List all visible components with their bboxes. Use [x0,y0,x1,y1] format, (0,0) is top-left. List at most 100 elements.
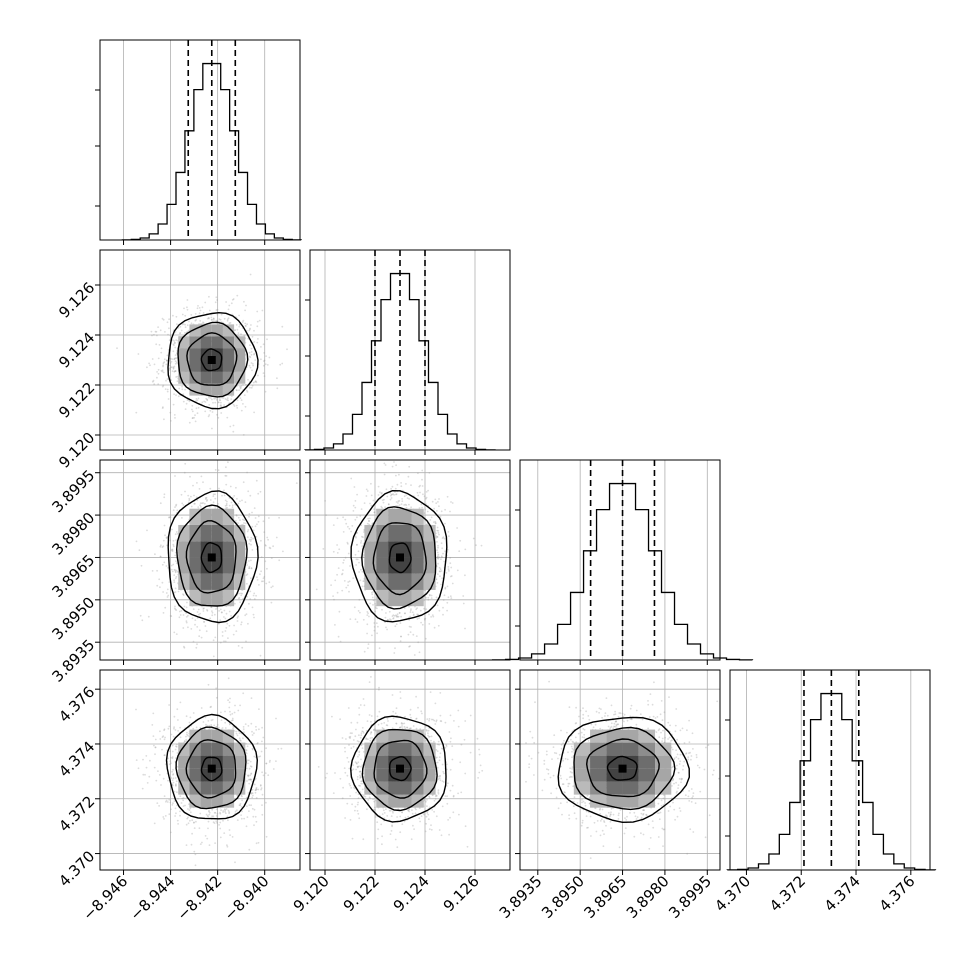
sample-point [358,598,361,601]
sample-point [149,759,151,762]
sample-point [241,810,244,813]
sample-point [248,602,250,605]
sample-point [354,518,357,521]
sample-point [248,560,250,562]
sample-point [215,608,217,610]
sample-point [153,363,156,366]
sample-point [421,623,424,626]
sample-point [354,506,357,509]
sample-point [163,561,166,564]
sample-point [262,736,265,739]
sample-point [235,519,237,522]
sample-point [235,630,238,632]
sample-point [400,635,402,638]
sample-point [233,405,236,407]
sample-point [239,387,242,390]
sample-point [185,606,188,609]
sample-point [247,378,249,381]
sample-point [214,401,217,404]
sample-point [250,386,253,389]
sample-point [254,791,257,794]
density-cell [211,383,223,396]
sample-point [373,508,375,511]
sample-point [188,421,191,424]
sample-point [361,570,364,573]
sample-point [256,341,259,344]
sample-point [250,577,252,580]
sample-point [412,633,415,636]
sample-point [342,561,345,564]
sample-point [184,332,186,334]
sample-point [251,384,254,387]
sample-point [141,619,144,622]
sample-point [160,347,163,350]
sample-point [338,548,341,551]
density-cell [189,371,201,384]
sample-point [231,504,234,507]
sample-point [357,550,360,553]
sample-point [162,777,165,780]
sample-point [341,589,344,592]
sample-point [175,361,178,364]
sample-point [360,540,363,542]
sample-point [336,552,339,554]
sample-point [325,514,327,516]
sample-point [163,418,165,421]
sample-point [442,606,444,609]
sample-point [166,388,169,391]
sample-point [355,536,357,539]
sample-point [212,317,215,320]
sample-point [249,598,252,600]
sample-point [215,399,218,401]
sample-point [171,548,174,551]
sample-point [231,712,234,715]
density-cell [200,348,212,360]
sample-point [236,328,239,331]
sample-point [218,824,221,826]
sample-point [142,758,144,761]
sample-point [359,611,361,614]
sample-point [253,353,255,356]
sample-point [367,647,369,649]
sample-point [352,510,355,512]
sample-point [315,588,318,591]
sample-point [228,624,231,627]
sample-point [146,529,148,532]
sample-point [386,628,388,631]
density-cell [234,371,246,384]
sample-point [227,699,230,702]
sample-point [227,637,229,639]
sample-point [234,329,237,331]
sample-point [262,343,265,346]
sample-point [252,594,255,597]
sample-point [199,612,202,615]
contour-level-0 [167,311,259,410]
sample-point [239,601,242,603]
sample-point [172,543,175,546]
sample-point [267,538,269,541]
sample-point [173,568,176,571]
sample-point [368,519,370,522]
sample-point [334,579,337,582]
sample-point [243,394,246,396]
sample-point [244,325,247,327]
sample-point [139,614,142,617]
sample-point [295,482,298,484]
sample-point [173,579,176,582]
sample-point [252,537,254,540]
sample-point [373,629,376,632]
sample-point [450,566,453,569]
sample-point [250,351,253,353]
sample-point [174,605,176,608]
y-tick-label: 9.124 [55,329,98,372]
sample-point [443,537,446,540]
sample-point [253,352,256,355]
sample-point [268,356,271,359]
density-cell [211,508,223,525]
sample-point [347,525,349,528]
sample-point [417,472,419,475]
sample-point [189,475,191,478]
sample-point [240,623,243,626]
sample-point [151,570,154,572]
sample-point [342,569,344,571]
